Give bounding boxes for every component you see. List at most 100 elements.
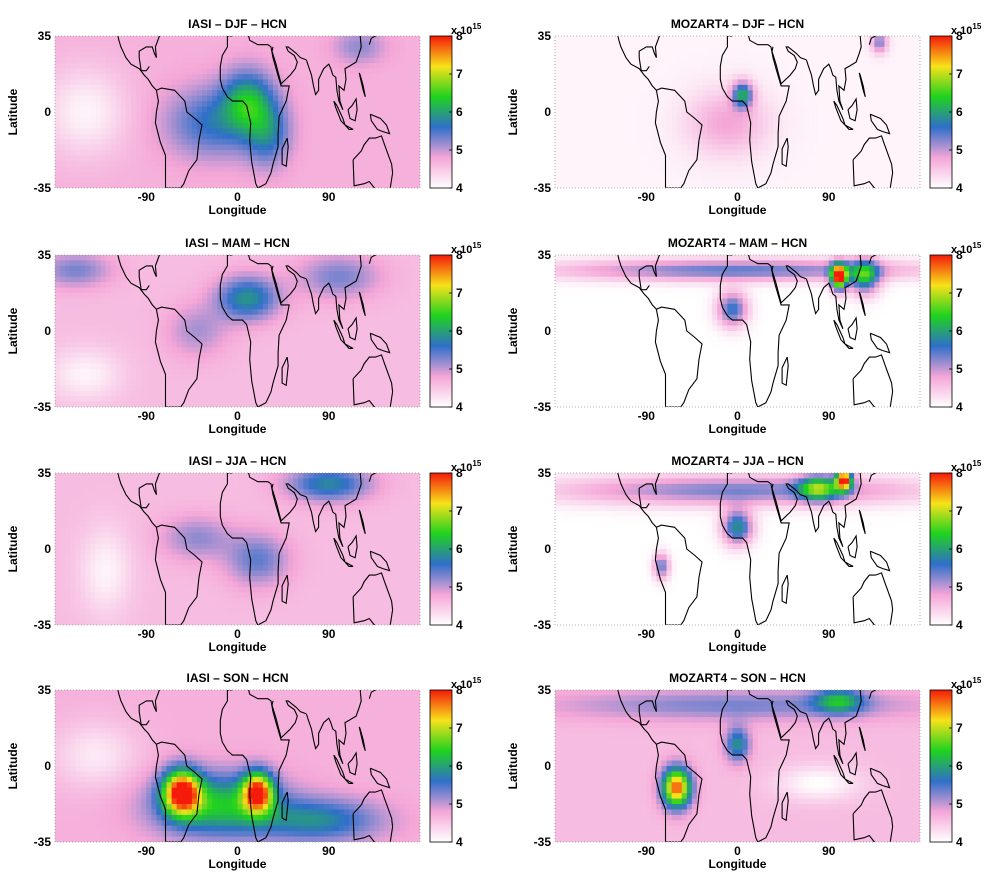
- heatmap-cell: [161, 107, 167, 113]
- heatmap-cell: [834, 47, 840, 53]
- heatmap-cell: [580, 47, 586, 53]
- heatmap-cell: [212, 107, 218, 113]
- heatmap-cell: [177, 155, 183, 161]
- heatmap-cell: [819, 172, 825, 178]
- heatmap-cell: [197, 266, 203, 272]
- heatmap-cell: [212, 52, 218, 58]
- heatmap-cell: [359, 52, 365, 58]
- heatmap-cell: [667, 47, 673, 53]
- heatmap-cell: [763, 107, 769, 113]
- heatmap-cell: [65, 145, 71, 151]
- heatmap-cell: [232, 282, 238, 288]
- heatmap-cell: [288, 128, 294, 134]
- heatmap-cell: [283, 69, 289, 75]
- heatmap-cell: [116, 139, 122, 145]
- heatmap-cell: [177, 166, 183, 172]
- heatmap-cell: [70, 41, 76, 47]
- heatmap-cell: [344, 266, 350, 272]
- heatmap-cell: [258, 282, 264, 288]
- heatmap-cell: [824, 128, 830, 134]
- heatmap-cell: [101, 79, 107, 85]
- heatmap-cell: [580, 41, 586, 47]
- heatmap-cell: [844, 101, 850, 107]
- heatmap-cell: [814, 161, 820, 167]
- heatmap-cell: [131, 260, 137, 266]
- heatmap-cell: [788, 172, 794, 178]
- heatmap-cell: [55, 288, 61, 294]
- heatmap-cell: [895, 123, 901, 129]
- heatmap-cell: [405, 85, 411, 91]
- heatmap-cell: [808, 139, 814, 145]
- heatmap-cell: [172, 96, 178, 102]
- heatmap-cell: [661, 117, 667, 123]
- heatmap-cell: [803, 155, 809, 161]
- heatmap-cell: [141, 298, 147, 304]
- heatmap-cell: [905, 123, 911, 129]
- heatmap-cell: [80, 271, 86, 277]
- heatmap-cell: [288, 150, 294, 156]
- heatmap-cell: [222, 107, 228, 113]
- heatmap-cell: [308, 52, 314, 58]
- heatmap-cell: [288, 172, 294, 178]
- heatmap-cell: [874, 139, 880, 145]
- heatmap-cell: [334, 288, 340, 294]
- heatmap-cell: [227, 271, 233, 277]
- heatmap-cell: [146, 107, 152, 113]
- heatmap-cell: [243, 255, 249, 261]
- heatmap-cell: [222, 69, 228, 75]
- heatmap-cell: [359, 112, 365, 118]
- heatmap-cell: [601, 112, 607, 118]
- heatmap-cell: [243, 166, 249, 172]
- heatmap-cell: [278, 47, 284, 53]
- heatmap-cell: [379, 266, 385, 272]
- heatmap-cell: [177, 266, 183, 272]
- heatmap-cell: [161, 166, 167, 172]
- heatmap-field: [55, 255, 421, 408]
- heatmap-cell: [197, 74, 203, 80]
- heatmap-cell: [136, 172, 142, 178]
- heatmap-cell: [278, 266, 284, 272]
- heatmap-cell: [697, 69, 703, 75]
- heatmap-cell: [268, 150, 274, 156]
- heatmap-cell: [293, 145, 299, 151]
- heatmap-cell: [263, 150, 269, 156]
- heatmap-cell: [560, 155, 566, 161]
- heatmap-cell: [814, 58, 820, 64]
- heatmap-cell: [202, 117, 208, 123]
- heatmap-cell: [788, 107, 794, 113]
- heatmap-cell: [354, 139, 360, 145]
- heatmap-cell: [197, 293, 203, 299]
- heatmap-cell: [606, 117, 612, 123]
- heatmap-cell: [697, 79, 703, 85]
- heatmap-cell: [177, 117, 183, 123]
- heatmap-cell: [667, 172, 673, 178]
- heatmap-cell: [565, 155, 571, 161]
- heatmap-cell: [601, 41, 607, 47]
- heatmap-cell: [753, 52, 759, 58]
- heatmap-cell: [308, 271, 314, 277]
- heatmap-cell: [369, 155, 375, 161]
- heatmap-cell: [874, 155, 880, 161]
- heatmap-cell: [758, 112, 764, 118]
- heatmap-cell: [80, 79, 86, 85]
- heatmap-cell: [222, 150, 228, 156]
- heatmap-cell: [390, 96, 396, 102]
- heatmap-cell: [798, 139, 804, 145]
- heatmap-cell: [626, 36, 632, 42]
- heatmap-cell: [60, 260, 66, 266]
- heatmap-cell: [268, 288, 274, 294]
- heatmap-cell: [829, 47, 835, 53]
- heatmap-cell: [783, 63, 789, 69]
- heatmap-cell: [390, 36, 396, 42]
- heatmap-cell: [611, 139, 617, 145]
- heatmap-cell: [146, 85, 152, 91]
- heatmap-cell: [864, 145, 870, 151]
- heatmap-cell: [874, 96, 880, 102]
- heatmap-cell: [395, 145, 401, 151]
- heatmap-cell: [580, 63, 586, 69]
- heatmap-cell: [636, 145, 642, 151]
- heatmap-cell: [768, 128, 774, 134]
- heatmap-cell: [253, 128, 259, 134]
- heatmap-cell: [116, 96, 122, 102]
- heatmap-cell: [621, 36, 627, 42]
